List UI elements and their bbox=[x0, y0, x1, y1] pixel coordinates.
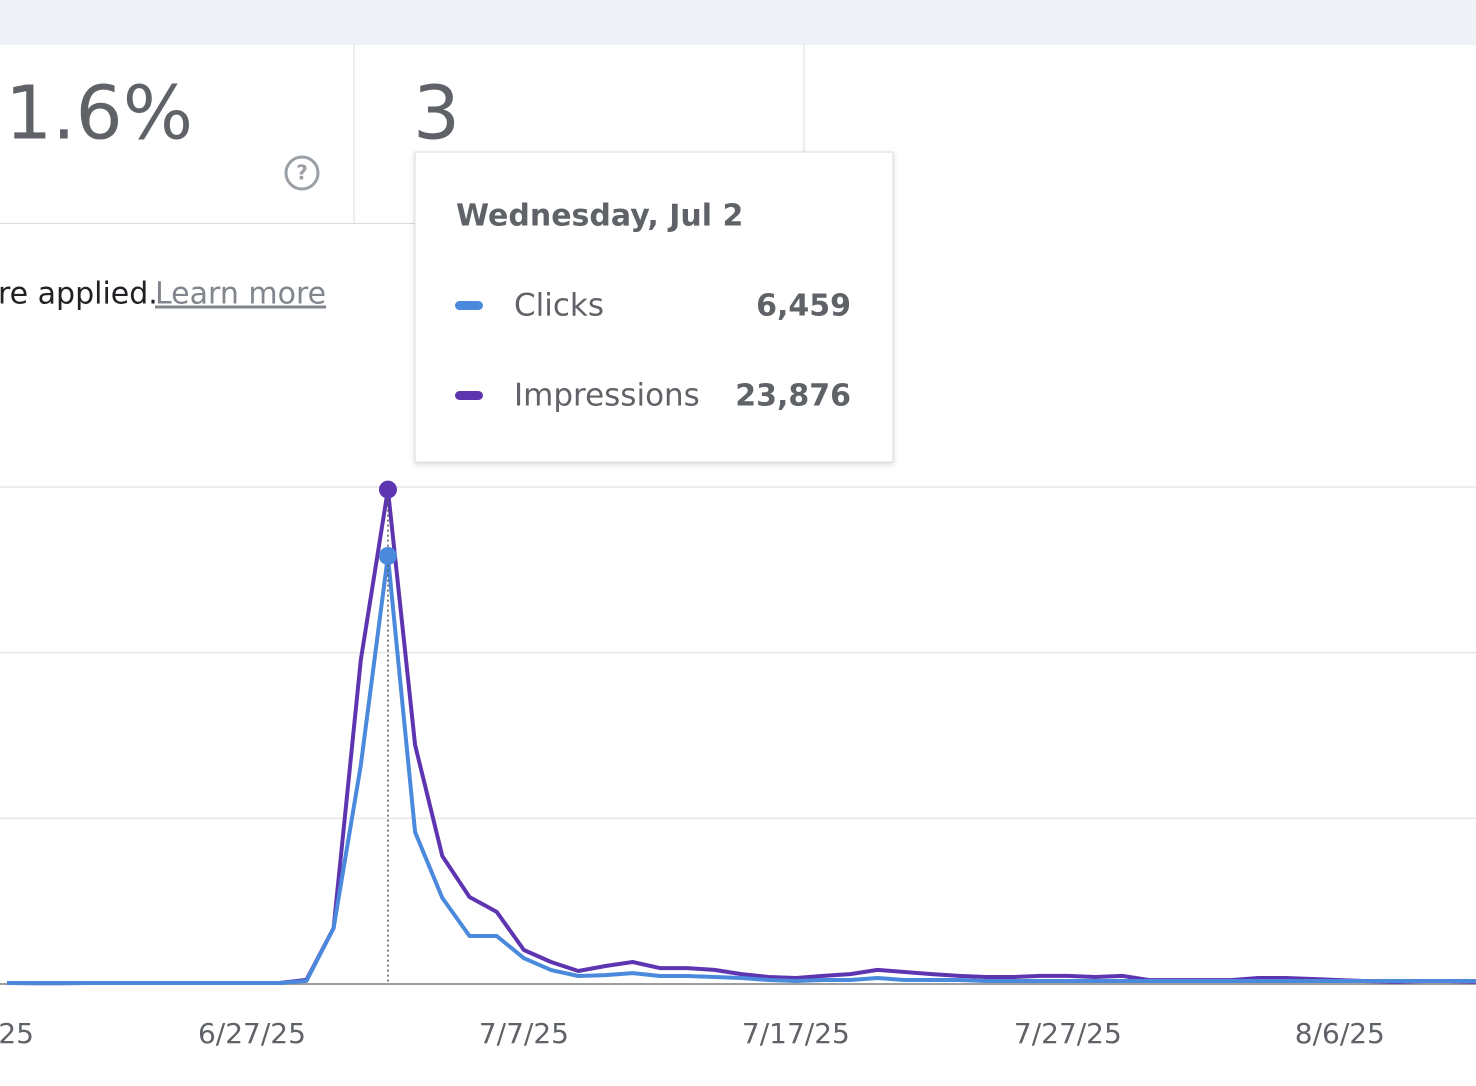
x-tick-label: 6/17/25 bbox=[0, 1017, 34, 1050]
x-tick-label: 7/27/25 bbox=[1014, 1017, 1122, 1050]
x-tick-label: 8/6/25 bbox=[1295, 1017, 1385, 1050]
series-line bbox=[7, 487, 1476, 986]
x-tick-label: 7/17/25 bbox=[742, 1017, 850, 1050]
notice-text: re applied. bbox=[0, 277, 158, 312]
top-bar bbox=[0, 0, 1476, 45]
help-glyph: ? bbox=[296, 161, 308, 185]
tooltip-series-name: Impressions bbox=[514, 378, 700, 414]
tooltip-value: 6,459 bbox=[756, 289, 851, 324]
tooltip-value: 23,876 bbox=[735, 379, 851, 414]
learn-more-link[interactable]: Learn more bbox=[155, 277, 326, 312]
metric-value: 3 bbox=[413, 71, 460, 157]
tooltip: Wednesday, Jul 2 Clicks 6,459 Impression… bbox=[414, 151, 894, 463]
x-tick-label: 6/27/25 bbox=[198, 1017, 306, 1050]
tooltip-series-name: Clicks bbox=[514, 288, 604, 324]
hover-point bbox=[378, 480, 397, 499]
hover-point bbox=[378, 546, 397, 565]
tooltip-box bbox=[414, 151, 894, 463]
help-icon[interactable]: ? bbox=[284, 155, 320, 191]
tooltip-swatch bbox=[455, 301, 483, 310]
metric-value: 21.6% bbox=[0, 71, 193, 157]
tooltip-title: Wednesday, Jul 2 bbox=[456, 199, 743, 234]
x-tick-label: 7/7/25 bbox=[479, 1017, 569, 1050]
help-circle bbox=[284, 155, 320, 191]
tooltip-swatch bbox=[455, 391, 483, 400]
series-line bbox=[7, 554, 1476, 985]
